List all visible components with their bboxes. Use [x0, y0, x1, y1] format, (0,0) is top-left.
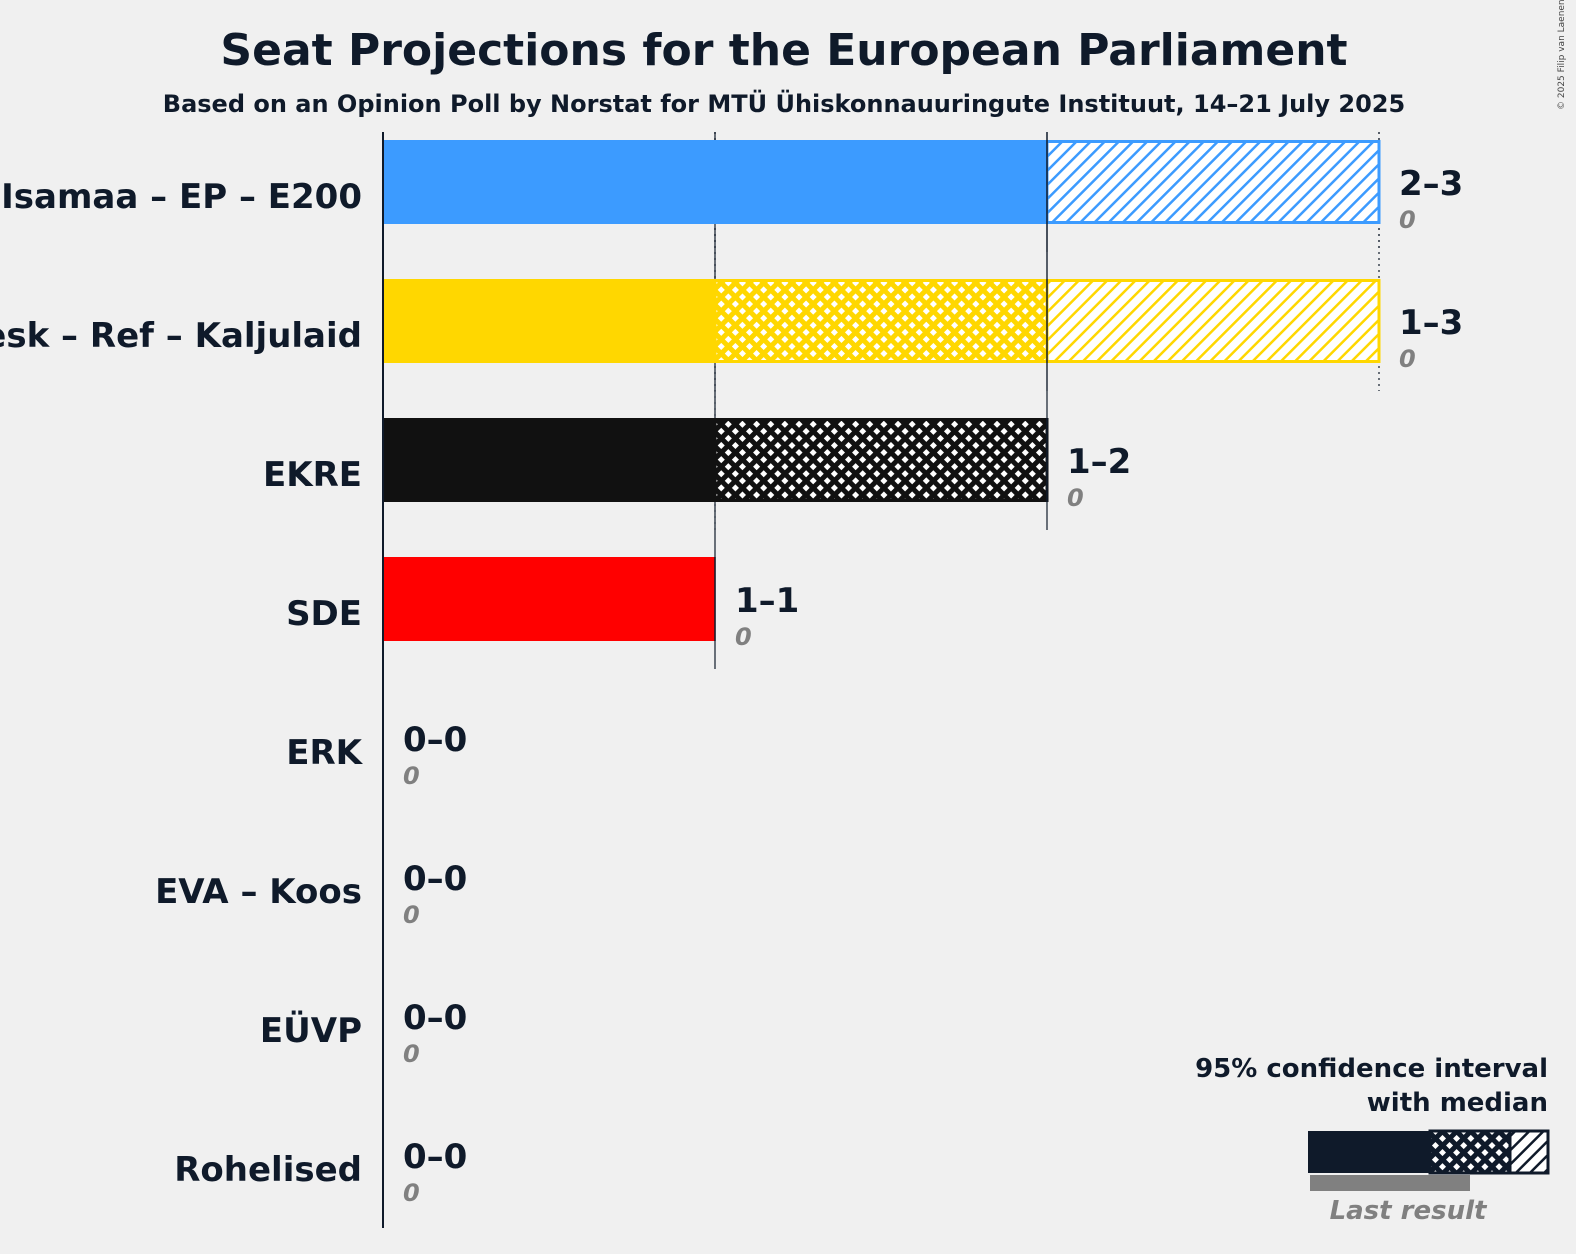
category-label: EKRE: [263, 455, 362, 495]
category-label: Isamaa – EP – E200: [1, 177, 362, 217]
legend: 95% confidence interval with median Last…: [1195, 1054, 1550, 1226]
legend-solid-swatch: [1308, 1131, 1430, 1173]
legend-title-line2: with median: [1367, 1088, 1548, 1118]
category-label: Kesk – Ref – Kaljulaid: [0, 316, 362, 356]
bar-solid: [383, 418, 715, 502]
category-label: ERK: [286, 733, 363, 773]
range-label: 0–0: [403, 720, 467, 760]
range-label: 1–1: [735, 581, 799, 621]
bar-solid: [383, 140, 1047, 224]
copyright-note: © 2025 Filip van Laenen: [1557, 0, 1567, 110]
bar-solid: [383, 279, 715, 363]
legend-crosshatch-swatch: [1428, 1129, 1512, 1175]
bar-hatch: [1045, 279, 1381, 363]
last-result-label: 0: [403, 762, 420, 790]
last-result-label: 0: [1067, 484, 1084, 512]
range-label: 0–0: [403, 998, 467, 1038]
bar-crosshatch: [713, 279, 1049, 363]
bars-group: [383, 140, 1381, 641]
range-label: 1–2: [1067, 442, 1131, 482]
chart-subtitle: Based on an Opinion Poll by Norstat for …: [163, 88, 1405, 118]
chart-title: Seat Projections for the European Parlia…: [220, 25, 1347, 76]
last-result-label: 0: [1399, 345, 1416, 373]
category-label: SDE: [286, 594, 362, 634]
legend-title-line1: 95% confidence interval: [1195, 1054, 1548, 1084]
last-result-label: 0: [1399, 206, 1416, 234]
last-result-label: 0: [403, 1179, 420, 1207]
range-label: 1–3: [1399, 303, 1463, 343]
legend-hatch-swatch: [1508, 1129, 1550, 1175]
bar-crosshatch: [713, 418, 1049, 502]
last-result-label: 0: [735, 623, 752, 651]
range-label: 0–0: [403, 1137, 467, 1177]
last-result-label: 0: [403, 901, 420, 929]
range-label: 0–0: [403, 859, 467, 899]
category-label: EVA – Koos: [155, 872, 362, 912]
legend-last-result-swatch: [1310, 1175, 1470, 1191]
bar-hatch: [1045, 140, 1381, 224]
category-label: Rohelised: [174, 1150, 362, 1190]
category-label: EÜVP: [260, 1010, 362, 1051]
bar-solid: [383, 557, 715, 641]
last-result-label: 0: [403, 1040, 420, 1068]
range-label: 2–3: [1399, 164, 1463, 204]
legend-last-result-label: Last result: [1330, 1196, 1488, 1226]
